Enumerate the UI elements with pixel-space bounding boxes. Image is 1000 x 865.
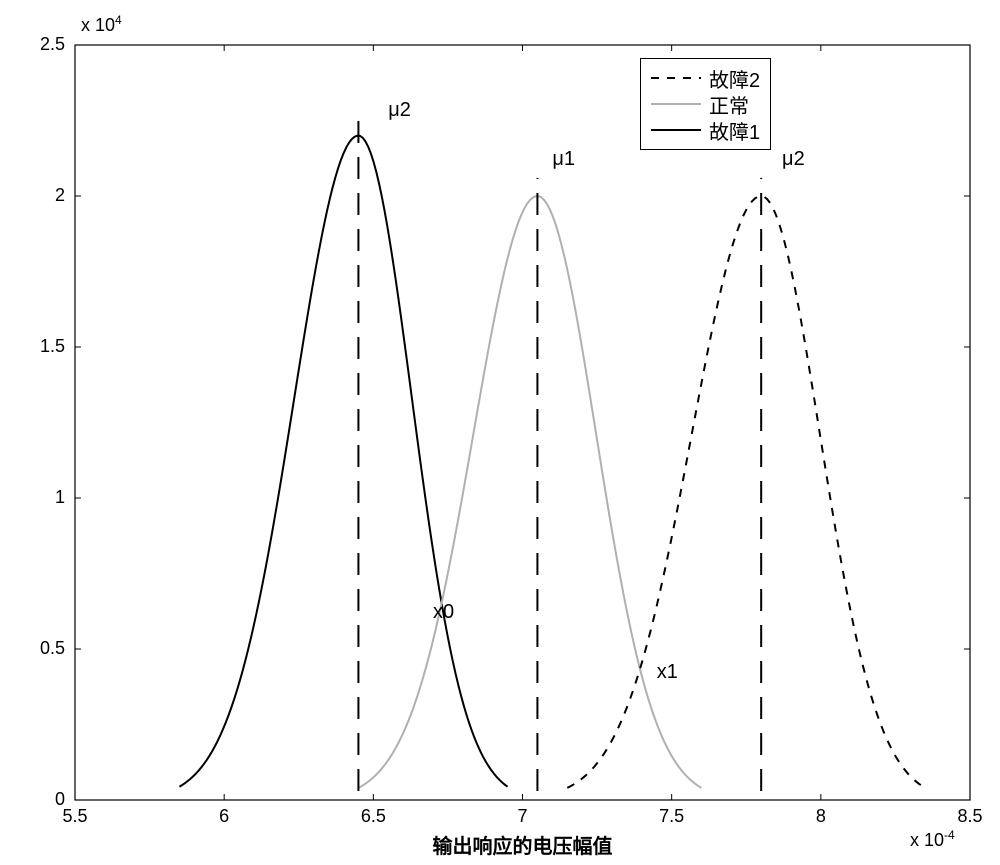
legend-item: 故障1 — [651, 117, 760, 143]
y-tick-label: 1 — [15, 487, 65, 508]
legend-swatch — [651, 94, 701, 114]
x-tick-label: 6.5 — [361, 806, 386, 827]
legend-item: 正常 — [651, 91, 760, 117]
legend-label: 故障2 — [709, 64, 760, 93]
legend-label: 故障1 — [709, 116, 760, 145]
x-tick-label: 6 — [219, 806, 229, 827]
annotation: x0 — [433, 601, 454, 624]
legend-item: 故障2 — [651, 65, 760, 91]
y-exponent: x 104 — [81, 13, 122, 36]
chart-container: 5.5 6 6.5 7 7.5 8 8.5 0 0.5 1 1.5 2 2.5 x 104 x 10-4 输出… — [0, 0, 1000, 865]
x-tick-label: 5.5 — [62, 806, 87, 827]
annotation: μ2 — [782, 148, 805, 171]
x-tick-label: 8.5 — [957, 806, 982, 827]
x-tick-label: 8 — [816, 806, 826, 827]
annotation: x1 — [657, 661, 678, 684]
y-tick-label: 0.5 — [15, 638, 65, 659]
legend: 故障2正常故障1 — [640, 58, 771, 150]
legend-label: 正常 — [709, 90, 749, 119]
y-tick-label: 2.5 — [15, 34, 65, 55]
annotation: μ2 — [388, 99, 411, 122]
x-axis-label: 输出响应的电压幅值 — [433, 830, 613, 859]
y-tick-label: 1.5 — [15, 336, 65, 357]
y-tick-label: 0 — [15, 789, 65, 810]
legend-swatch — [651, 68, 701, 88]
plot-area — [75, 45, 970, 800]
x-exponent: x 10-4 — [910, 828, 955, 851]
annotation: μ1 — [552, 148, 575, 171]
chart-svg — [0, 0, 1000, 865]
legend-swatch — [651, 120, 701, 140]
x-tick-label: 7 — [517, 806, 527, 827]
y-tick-label: 2 — [15, 185, 65, 206]
x-tick-label: 7.5 — [659, 806, 684, 827]
